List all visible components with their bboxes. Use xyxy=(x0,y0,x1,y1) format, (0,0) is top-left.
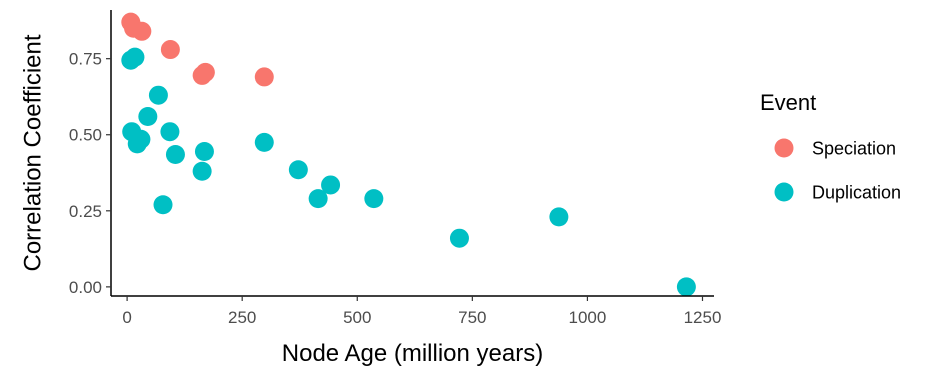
legend-key-speciation xyxy=(774,138,794,158)
legend: Event Speciation Duplication xyxy=(760,90,901,203)
y-axis-ticks: 0.00 0.25 0.50 0.75 xyxy=(69,50,111,297)
y-tick-label: 0.75 xyxy=(69,50,102,69)
point-duplication xyxy=(254,132,274,152)
point-speciation xyxy=(132,21,152,41)
point-duplication xyxy=(148,85,168,105)
point-duplication xyxy=(449,228,469,248)
point-duplication xyxy=(160,122,180,142)
y-tick-label: 0.00 xyxy=(69,278,102,297)
point-duplication xyxy=(364,189,384,209)
y-tick-label: 0.25 xyxy=(69,202,102,221)
point-duplication xyxy=(676,277,696,297)
point-duplication xyxy=(131,129,151,149)
point-duplication xyxy=(138,106,158,126)
x-tick-label: 1250 xyxy=(684,308,722,327)
point-duplication xyxy=(125,47,145,67)
x-axis-title: Node Age (million years) xyxy=(282,340,543,367)
y-axis-title: Correlation Coefficient xyxy=(19,34,46,271)
point-duplication xyxy=(308,189,328,209)
y-tick-label: 0.50 xyxy=(69,126,102,145)
point-speciation xyxy=(254,67,274,87)
legend-label-speciation: Speciation xyxy=(812,139,896,159)
point-duplication xyxy=(288,160,308,180)
legend-key-duplication xyxy=(774,182,794,202)
x-tick-label: 750 xyxy=(458,308,486,327)
x-tick-label: 1000 xyxy=(569,308,607,327)
point-duplication xyxy=(153,195,173,215)
point-duplication xyxy=(192,161,212,181)
x-tick-label: 0 xyxy=(122,308,131,327)
x-axis-ticks: 0 250 500 750 1000 1250 xyxy=(122,296,721,327)
legend-label-duplication: Duplication xyxy=(812,183,901,203)
point-duplication xyxy=(194,141,214,161)
point-speciation xyxy=(195,62,215,82)
points-layer xyxy=(121,12,696,297)
x-tick-label: 250 xyxy=(228,308,256,327)
point-duplication xyxy=(549,207,569,227)
x-tick-label: 500 xyxy=(343,308,371,327)
legend-title: Event xyxy=(760,90,816,115)
point-speciation xyxy=(160,40,180,60)
point-duplication xyxy=(165,145,185,165)
point-duplication xyxy=(321,175,341,195)
axes-layer xyxy=(110,10,714,297)
